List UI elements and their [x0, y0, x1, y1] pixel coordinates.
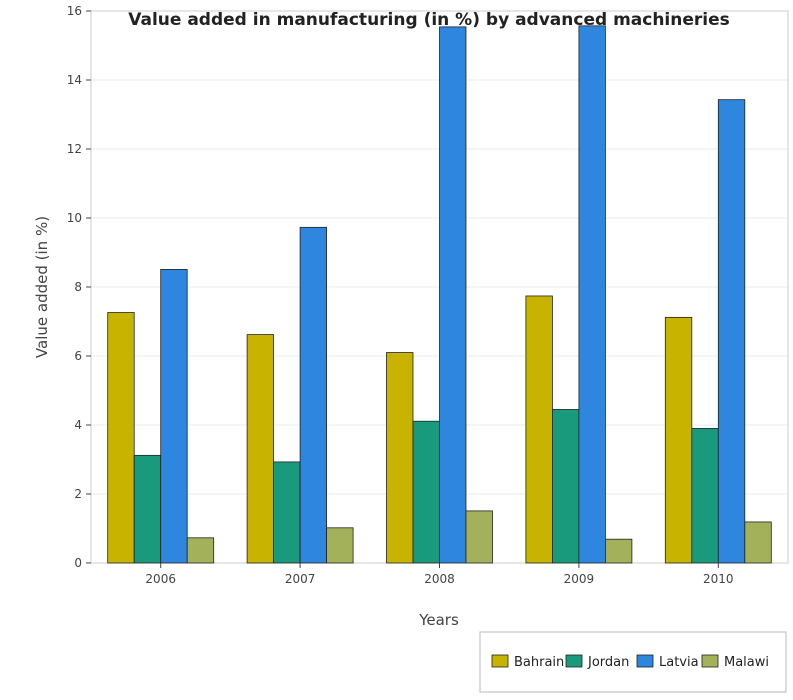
- y-axis-ticks: 0 2 4 6 8 10 12 14 16: [67, 4, 91, 570]
- legend-swatch-malawi: [701, 654, 719, 668]
- x-tick-label: 2009: [564, 572, 595, 586]
- bar-latvia-2008: [439, 26, 467, 564]
- bar-bahrain-2009: [525, 295, 553, 564]
- x-tick-label: 2008: [424, 572, 455, 586]
- x-axis-ticks: 2006 2007 2008 2009 2010: [145, 563, 734, 586]
- bar-jordan-2010: [691, 428, 719, 564]
- legend-label-bahrain: Bahrain: [514, 655, 564, 670]
- legend-label-latvia: Latvia: [659, 655, 699, 670]
- bar-latvia-2007: [299, 226, 328, 564]
- bar-bahrain-2010: [664, 316, 693, 564]
- bar-jordan-2006: [133, 454, 162, 564]
- x-axis-label: Years: [418, 611, 459, 629]
- legend-box: [479, 631, 787, 693]
- y-tick-label: 14: [67, 73, 82, 87]
- legend-label-jordan: Jordan: [587, 655, 629, 670]
- bar-bahrain-2007: [246, 334, 275, 564]
- legend-swatch-jordan: [565, 654, 583, 668]
- bar-malawi-2009: [605, 538, 633, 564]
- legend-swatch-latvia: [636, 654, 654, 668]
- bar-bahrain-2006: [107, 312, 135, 564]
- y-axis-label: Value added (in %): [33, 216, 51, 358]
- bar-malawi-2007: [326, 527, 354, 564]
- bar-malawi-2010: [744, 521, 772, 564]
- y-tick-label: 10: [67, 211, 82, 225]
- y-tick-label: 8: [74, 280, 82, 294]
- bars: [107, 25, 772, 564]
- bar-latvia-2009: [578, 25, 606, 564]
- bar-malawi-2006: [186, 537, 215, 564]
- x-tick-label: 2010: [703, 572, 734, 586]
- bar-bahrain-2008: [386, 352, 414, 564]
- x-tick-label: 2006: [145, 572, 176, 586]
- bar-latvia-2006: [160, 269, 188, 564]
- legend-swatch-bahrain: [491, 654, 509, 668]
- x-tick-label: 2007: [285, 572, 316, 586]
- y-tick-label: 6: [74, 349, 82, 363]
- y-tick-label: 16: [67, 4, 82, 18]
- bar-malawi-2008: [465, 510, 493, 564]
- bar-jordan-2008: [412, 420, 440, 564]
- bar-latvia-2010: [717, 99, 746, 564]
- y-tick-label: 4: [74, 418, 82, 432]
- legend: Bahrain Jordan Latvia Malawi: [479, 631, 787, 693]
- chart-title: Value added in manufacturing (in %) by a…: [128, 10, 730, 30]
- bar-jordan-2007: [273, 461, 301, 564]
- y-tick-label: 2: [74, 487, 82, 501]
- legend-label-malawi: Malawi: [724, 655, 769, 670]
- y-tick-label: 0: [74, 556, 82, 570]
- bar-jordan-2009: [552, 409, 580, 564]
- y-tick-label: 12: [67, 142, 82, 156]
